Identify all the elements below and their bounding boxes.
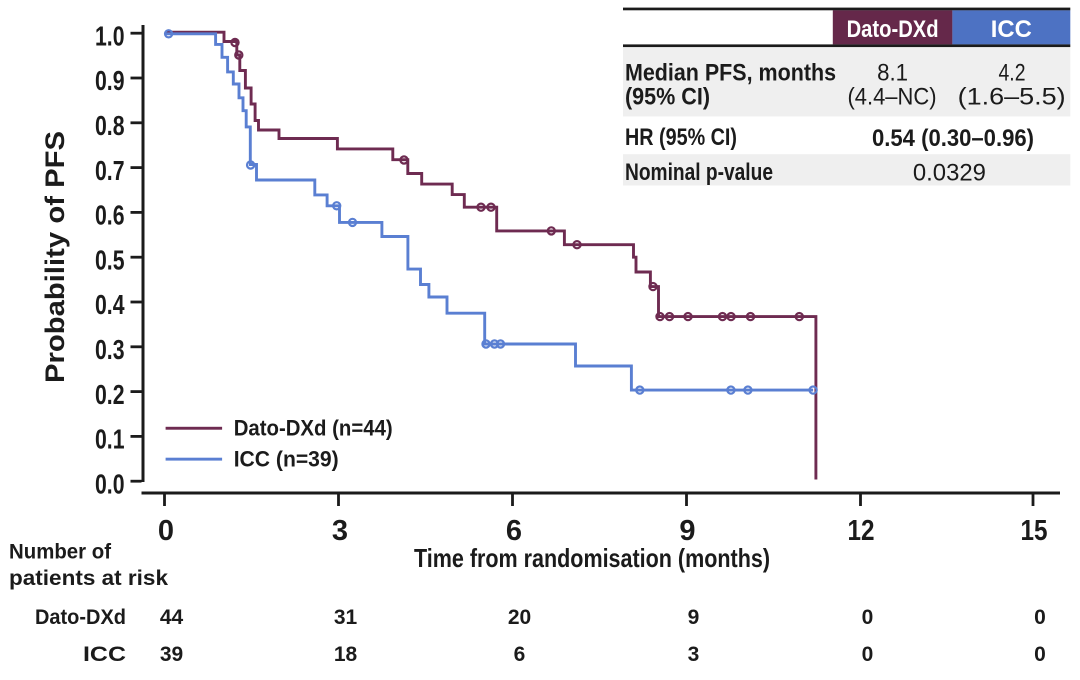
- svg-text:0.6: 0.6: [95, 200, 125, 231]
- svg-text:9: 9: [679, 515, 695, 547]
- svg-text:15: 15: [1021, 515, 1048, 547]
- svg-text:Dato-DXd: Dato-DXd: [35, 606, 126, 629]
- svg-text:Probability of PFS: Probability of PFS: [40, 131, 70, 383]
- svg-text:Median PFS, months: Median PFS, months: [625, 60, 836, 87]
- svg-text:0: 0: [862, 606, 874, 629]
- svg-text:0: 0: [1034, 606, 1046, 629]
- svg-text:Dato-DXd (n=44): Dato-DXd (n=44): [234, 416, 393, 441]
- svg-text:6: 6: [506, 515, 522, 547]
- svg-text:0.3: 0.3: [95, 334, 125, 365]
- svg-text:0.8: 0.8: [95, 110, 125, 141]
- svg-text:0: 0: [158, 515, 174, 547]
- svg-text:Nominal p-value: Nominal p-value: [625, 159, 773, 186]
- svg-text:Number of: Number of: [9, 541, 112, 564]
- svg-text:3: 3: [688, 643, 700, 666]
- svg-text:Dato-DXd: Dato-DXd: [847, 16, 939, 43]
- svg-text:6: 6: [514, 643, 526, 666]
- svg-text:44: 44: [160, 606, 184, 629]
- svg-text:0: 0: [1034, 643, 1046, 666]
- svg-text:patients at risk: patients at risk: [9, 567, 168, 590]
- svg-text:4.2: 4.2: [999, 60, 1026, 87]
- svg-text:ICC (n=39): ICC (n=39): [234, 447, 339, 472]
- svg-text:0.2: 0.2: [95, 379, 125, 410]
- svg-text:1.0: 1.0: [95, 20, 125, 51]
- svg-text:0.5: 0.5: [95, 244, 125, 275]
- svg-text:ICC: ICC: [991, 16, 1032, 43]
- svg-text:3: 3: [332, 515, 348, 547]
- svg-text:(1.6–5.5): (1.6–5.5): [958, 84, 1066, 111]
- svg-text:0: 0: [862, 643, 874, 666]
- svg-text:Time from randomisation (month: Time from randomisation (months): [414, 543, 770, 573]
- svg-text:9: 9: [688, 606, 700, 629]
- svg-text:18: 18: [334, 643, 358, 666]
- svg-text:8.1: 8.1: [877, 60, 908, 87]
- svg-text:0.4: 0.4: [95, 289, 125, 320]
- svg-text:0.54 (0.30–0.96): 0.54 (0.30–0.96): [872, 125, 1034, 152]
- svg-text:0.1: 0.1: [95, 424, 125, 455]
- svg-text:39: 39: [160, 643, 183, 666]
- svg-text:(4.4–NC): (4.4–NC): [848, 84, 937, 111]
- svg-text:ICC: ICC: [83, 643, 126, 666]
- svg-text:0.7: 0.7: [95, 155, 125, 186]
- svg-text:0.9: 0.9: [95, 65, 125, 96]
- svg-text:31: 31: [334, 606, 358, 629]
- svg-text:12: 12: [848, 515, 875, 547]
- svg-text:HR (95% CI): HR (95% CI): [625, 124, 737, 151]
- svg-text:(95% CI): (95% CI): [625, 84, 710, 111]
- svg-text:20: 20: [508, 606, 531, 629]
- svg-text:0.0329: 0.0329: [913, 160, 986, 187]
- svg-text:0.0: 0.0: [95, 468, 125, 499]
